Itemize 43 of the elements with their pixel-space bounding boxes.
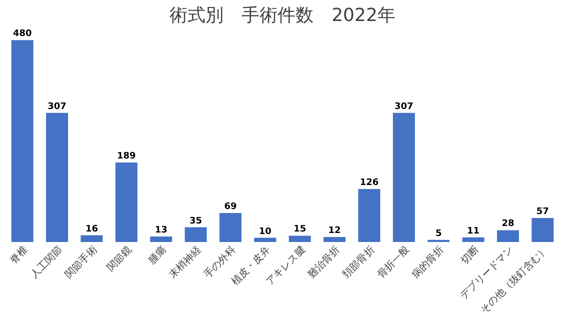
bar xyxy=(462,237,484,242)
bar xyxy=(392,112,415,242)
bar xyxy=(80,235,103,242)
x-tick-label: 関節手術 xyxy=(62,244,100,281)
bar xyxy=(324,236,346,242)
bar xyxy=(184,227,207,242)
bar xyxy=(115,162,138,242)
data-label: 57 xyxy=(536,207,549,218)
x-tick-label: 関節鏡 xyxy=(104,244,134,274)
data-label: 5 xyxy=(435,228,442,239)
bar xyxy=(219,212,242,242)
data-label: 126 xyxy=(360,178,379,188)
x-tick-label: 骨折一般 xyxy=(374,244,412,281)
data-label: 35 xyxy=(190,216,202,226)
data-label: 189 xyxy=(117,152,136,162)
bar xyxy=(358,189,380,242)
bar xyxy=(496,230,519,242)
data-label: 69 xyxy=(224,202,237,212)
x-tick-label: 病的骨折 xyxy=(410,244,446,281)
data-label: 307 xyxy=(48,102,66,112)
x-tick-label: 難治骨折 xyxy=(306,244,342,281)
bar xyxy=(150,236,172,242)
data-label: 13 xyxy=(154,226,168,236)
data-label: 28 xyxy=(502,219,514,230)
data-label: 480 xyxy=(12,29,32,40)
x-tick-label: 切断 xyxy=(458,244,482,266)
data-label: 10 xyxy=(258,226,272,237)
chart-title: 術式別 手術件数 2022年 xyxy=(170,5,396,26)
x-tick-label: 人工関節 xyxy=(28,244,65,281)
bar xyxy=(254,238,276,242)
bar xyxy=(288,236,311,242)
data-label: 12 xyxy=(328,226,341,236)
x-tick-label: 末梢神経 xyxy=(166,244,204,281)
data-label: 16 xyxy=(85,224,98,234)
bar xyxy=(11,40,34,242)
x-tick-label: 脊椎 xyxy=(7,244,30,266)
bar xyxy=(532,218,554,242)
data-label: 15 xyxy=(294,224,306,235)
x-tick-label: 腫瘍 xyxy=(146,244,169,266)
data-label: 11 xyxy=(467,226,480,236)
x-tick-label: 頚部骨折 xyxy=(340,244,377,281)
data-label: 307 xyxy=(394,102,414,112)
bar xyxy=(46,112,68,242)
